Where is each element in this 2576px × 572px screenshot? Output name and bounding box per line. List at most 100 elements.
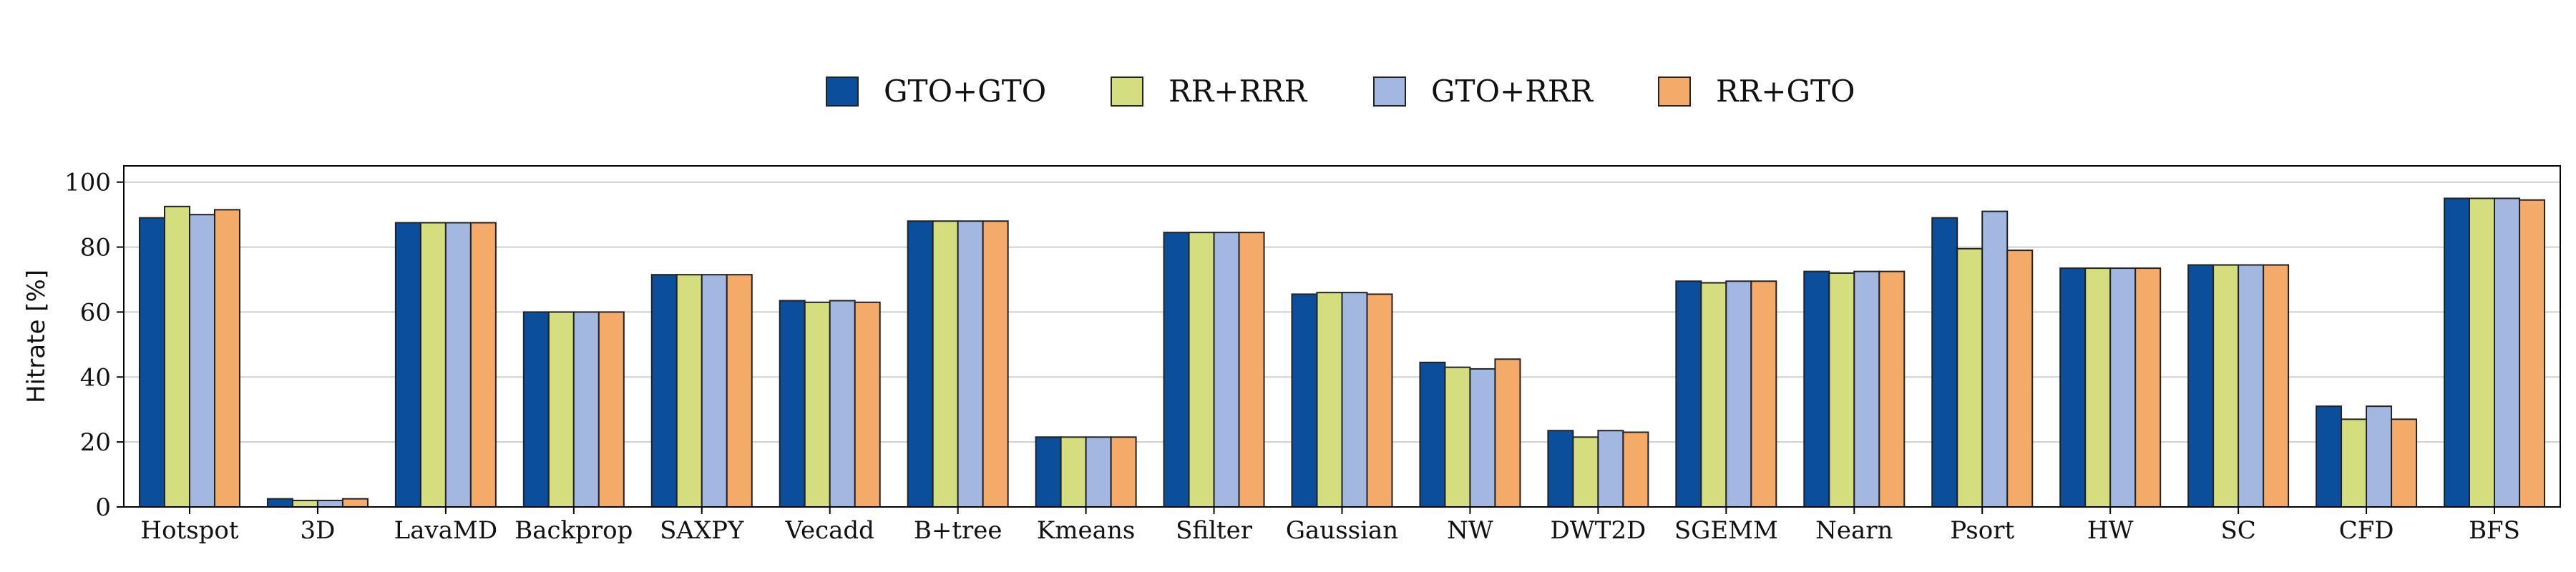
x-tick-label: DWT2D [1550,516,1646,545]
bar-rr-gto-3d [341,498,369,508]
bar-rr-rrr-dwt2d [1572,436,1599,508]
x-tick-label: Hotspot [140,516,238,545]
bar-gto-gto-backprop [522,311,550,508]
bar-gto-gto-cfd [2316,405,2343,508]
y-tick-label: 80 [80,234,111,262]
bar-rr-gto-backprop [597,311,625,508]
bar-gto-rrr-vecadd [829,300,856,508]
bar-rr-rrr-nw [1444,366,1471,508]
x-tick-label: NW [1447,516,1493,545]
bar-gto-rrr-nw [1469,368,1496,508]
bar-gto-gto-nearn [1803,270,1830,508]
bar-rr-gto-sfilter [1238,232,1265,508]
bar-rr-gto-nearn [1878,270,1906,508]
bar-gto-rrr-nearn [1853,270,1880,508]
x-tick-label: HW [2087,516,2134,545]
bar-gto-rrr-sc [2238,264,2265,508]
bar-rr-gto-cfd [2391,418,2418,508]
x-axis: Hotspot 3D LavaMD Backprop SAXPY Vecadd B+tree… [140,507,2520,545]
x-tick-label: CFD [2339,516,2394,545]
bar-rr-rrr-gaussian [1316,292,1343,508]
bar-rr-gto-kmeans [1110,436,1137,508]
bar-gto-rrr-3d [316,499,343,508]
bar-gto-gto-vecadd [779,300,806,508]
bar-rr-rrr-sc [2212,264,2240,508]
bar-gto-rrr-cfd [2366,405,2393,508]
x-tick-label: Kmeans [1037,516,1135,545]
bar-rr-gto-bfs [2519,199,2545,508]
legend: GTO+GTO RR+RRR GTO+RRR RR+GTO [826,74,1855,109]
bar-rr-rrr-hw [2084,267,2112,508]
x-tick-label: BFS [2469,516,2520,545]
bar-rr-rrr-hotspot [164,205,190,508]
bar-rr-rrr-b-tree [932,220,959,508]
y-axis: 0 20 40 60 80 100 [64,169,124,522]
legend-swatch [1373,77,1406,107]
x-tick-label: Backprop [514,516,633,545]
x-tick-label: Sfilter [1176,516,1253,545]
bar-rr-gto-nw [1494,358,1521,508]
bar-rr-rrr-vecadd [804,301,831,508]
bar-rr-rrr-backprop [547,311,575,508]
bar-rr-gto-hotspot [214,209,240,508]
legend-label: RR+GTO [1716,74,1855,109]
y-axis-label: Hitrate [%] [22,270,51,403]
legend-label: RR+RRR [1169,74,1308,109]
bar-gto-rrr-hotspot [189,214,215,508]
legend-swatch [826,77,859,107]
bar-rr-gto-psort [2006,250,2034,508]
bar-gto-gto-saxpy [650,274,678,508]
bar-rr-gto-sc [2263,264,2290,508]
bar-gto-gto-3d [266,498,293,508]
bar-gto-gto-hotspot [139,217,165,508]
x-tick-label: Vecadd [785,516,874,545]
x-tick-label: SGEMM [1674,516,1778,545]
bar-gto-gto-dwt2d [1547,430,1574,508]
x-tick-label: SC [2220,516,2255,545]
x-tick-label: 3D [300,516,335,545]
bar-gto-rrr-sgemm [1725,280,1752,508]
bar-rr-gto-saxpy [726,274,753,508]
bar-gto-rrr-dwt2d [1597,430,1624,508]
bar-rr-rrr-cfd [2341,418,2368,508]
bar-rr-gto-sgemm [1750,280,1777,508]
bar-gto-gto-b-tree [907,220,934,508]
bar-gto-gto-sgemm [1675,280,1702,508]
bar-gto-gto-hw [2059,267,2087,508]
bar-gto-rrr-psort [1981,210,2009,508]
bar-gto-rrr-hw [2109,267,2137,508]
y-tick-label: 100 [64,169,111,197]
bars [139,197,2545,508]
bar-gto-gto-lavamd [394,222,421,508]
bar-gto-gto-bfs [2444,197,2470,508]
bar-rr-rrr-3d [291,499,318,508]
bar-gto-gto-psort [1931,217,1958,508]
bar-rr-gto-gaussian [1366,293,1393,508]
y-tick-label: 20 [80,428,111,457]
bar-gto-gto-kmeans [1035,436,1062,508]
y-tick-label: 0 [95,493,111,522]
bar-gto-rrr-kmeans [1085,436,1112,508]
bar-rr-gto-dwt2d [1622,431,1649,508]
bar-gto-rrr-backprop [572,311,600,508]
legend-label: GTO+RRR [1431,74,1594,109]
y-tick-label: 60 [80,298,111,327]
y-tick-label: 40 [80,363,111,392]
bar-gto-rrr-b-tree [957,220,984,508]
bar-gto-gto-gaussian [1291,293,1318,508]
bar-gto-rrr-saxpy [701,274,728,508]
bar-gto-gto-sfilter [1163,232,1190,508]
x-tick-label: Psort [1950,516,2014,545]
bar-rr-rrr-bfs [2469,197,2495,508]
legend-label: GTO+GTO [884,74,1046,109]
bar-rr-gto-vecadd [854,301,881,508]
bar-rr-rrr-kmeans [1060,436,1087,508]
bar-rr-gto-hw [2135,267,2162,508]
bar-rr-rrr-lavamd [419,222,447,508]
bar-gto-rrr-bfs [2494,197,2520,508]
bar-rr-rrr-nearn [1828,272,1855,508]
x-tick-label: LavaMD [394,516,497,545]
x-tick-label: Gaussian [1286,516,1398,545]
x-tick-label: SAXPY [660,516,744,545]
